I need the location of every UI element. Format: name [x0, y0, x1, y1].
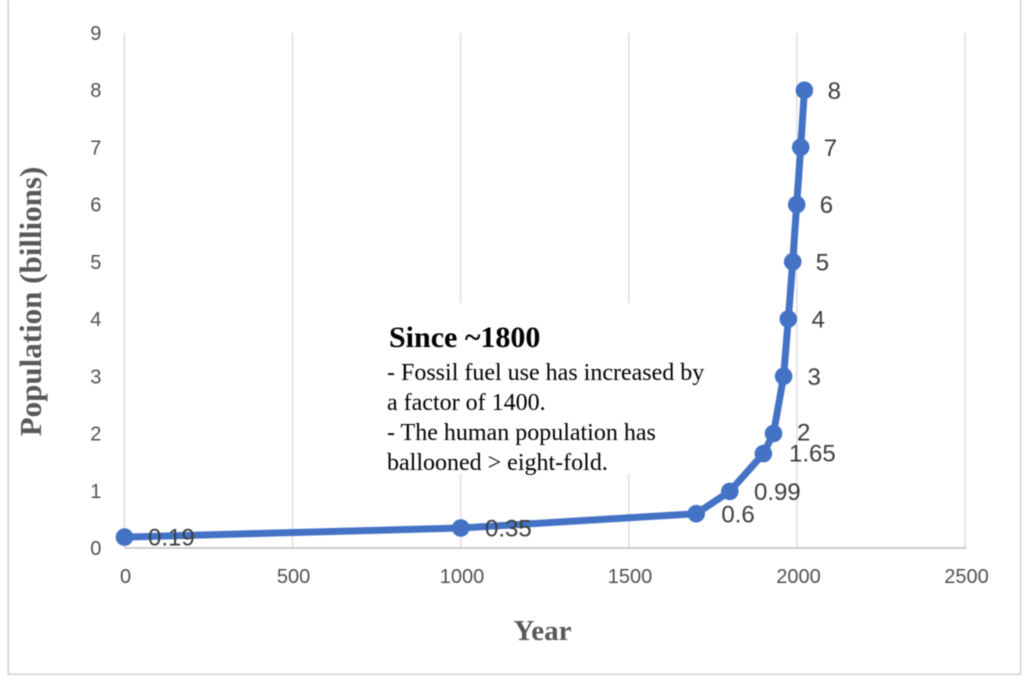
svg-text:0.99: 0.99 [754, 479, 801, 506]
svg-text:7: 7 [824, 135, 837, 162]
svg-text:Since ~1800: Since ~1800 [389, 321, 540, 354]
svg-text:0.6: 0.6 [721, 501, 754, 528]
svg-text:Year: Year [514, 615, 572, 647]
svg-text:5: 5 [90, 252, 101, 274]
svg-text:1: 1 [90, 481, 101, 503]
svg-text:6: 6 [90, 195, 101, 217]
svg-text:a factor of 1400.: a factor of 1400. [387, 390, 546, 416]
svg-text:2000: 2000 [776, 566, 821, 588]
svg-text:2: 2 [90, 424, 101, 446]
svg-text:- Fossil fuel use has increase: - Fossil fuel use has increased by [387, 360, 704, 386]
svg-text:1500: 1500 [608, 566, 653, 588]
svg-text:8: 8 [828, 78, 841, 105]
svg-text:8: 8 [90, 80, 101, 102]
svg-text:5: 5 [816, 249, 829, 276]
svg-text:4: 4 [812, 307, 825, 334]
svg-text:ballooned > eight-fold.: ballooned > eight-fold. [387, 450, 608, 476]
svg-text:2500: 2500 [944, 566, 989, 588]
svg-text:Population (billions): Population (billions) [13, 167, 48, 437]
svg-text:0.35: 0.35 [485, 516, 532, 543]
svg-text:2: 2 [797, 420, 810, 447]
svg-text:500: 500 [277, 566, 310, 588]
svg-text:- The human population has: - The human population has [387, 420, 656, 446]
svg-text:0: 0 [120, 566, 131, 588]
svg-text:7: 7 [90, 137, 101, 159]
svg-text:0.19: 0.19 [148, 525, 195, 552]
svg-text:1.65: 1.65 [789, 441, 836, 468]
svg-text:0: 0 [90, 538, 101, 560]
svg-text:3: 3 [808, 364, 821, 391]
svg-text:6: 6 [820, 192, 833, 219]
svg-text:4: 4 [90, 309, 101, 331]
svg-text:3: 3 [90, 366, 101, 388]
svg-text:9: 9 [90, 23, 101, 45]
svg-text:1000: 1000 [440, 566, 485, 588]
